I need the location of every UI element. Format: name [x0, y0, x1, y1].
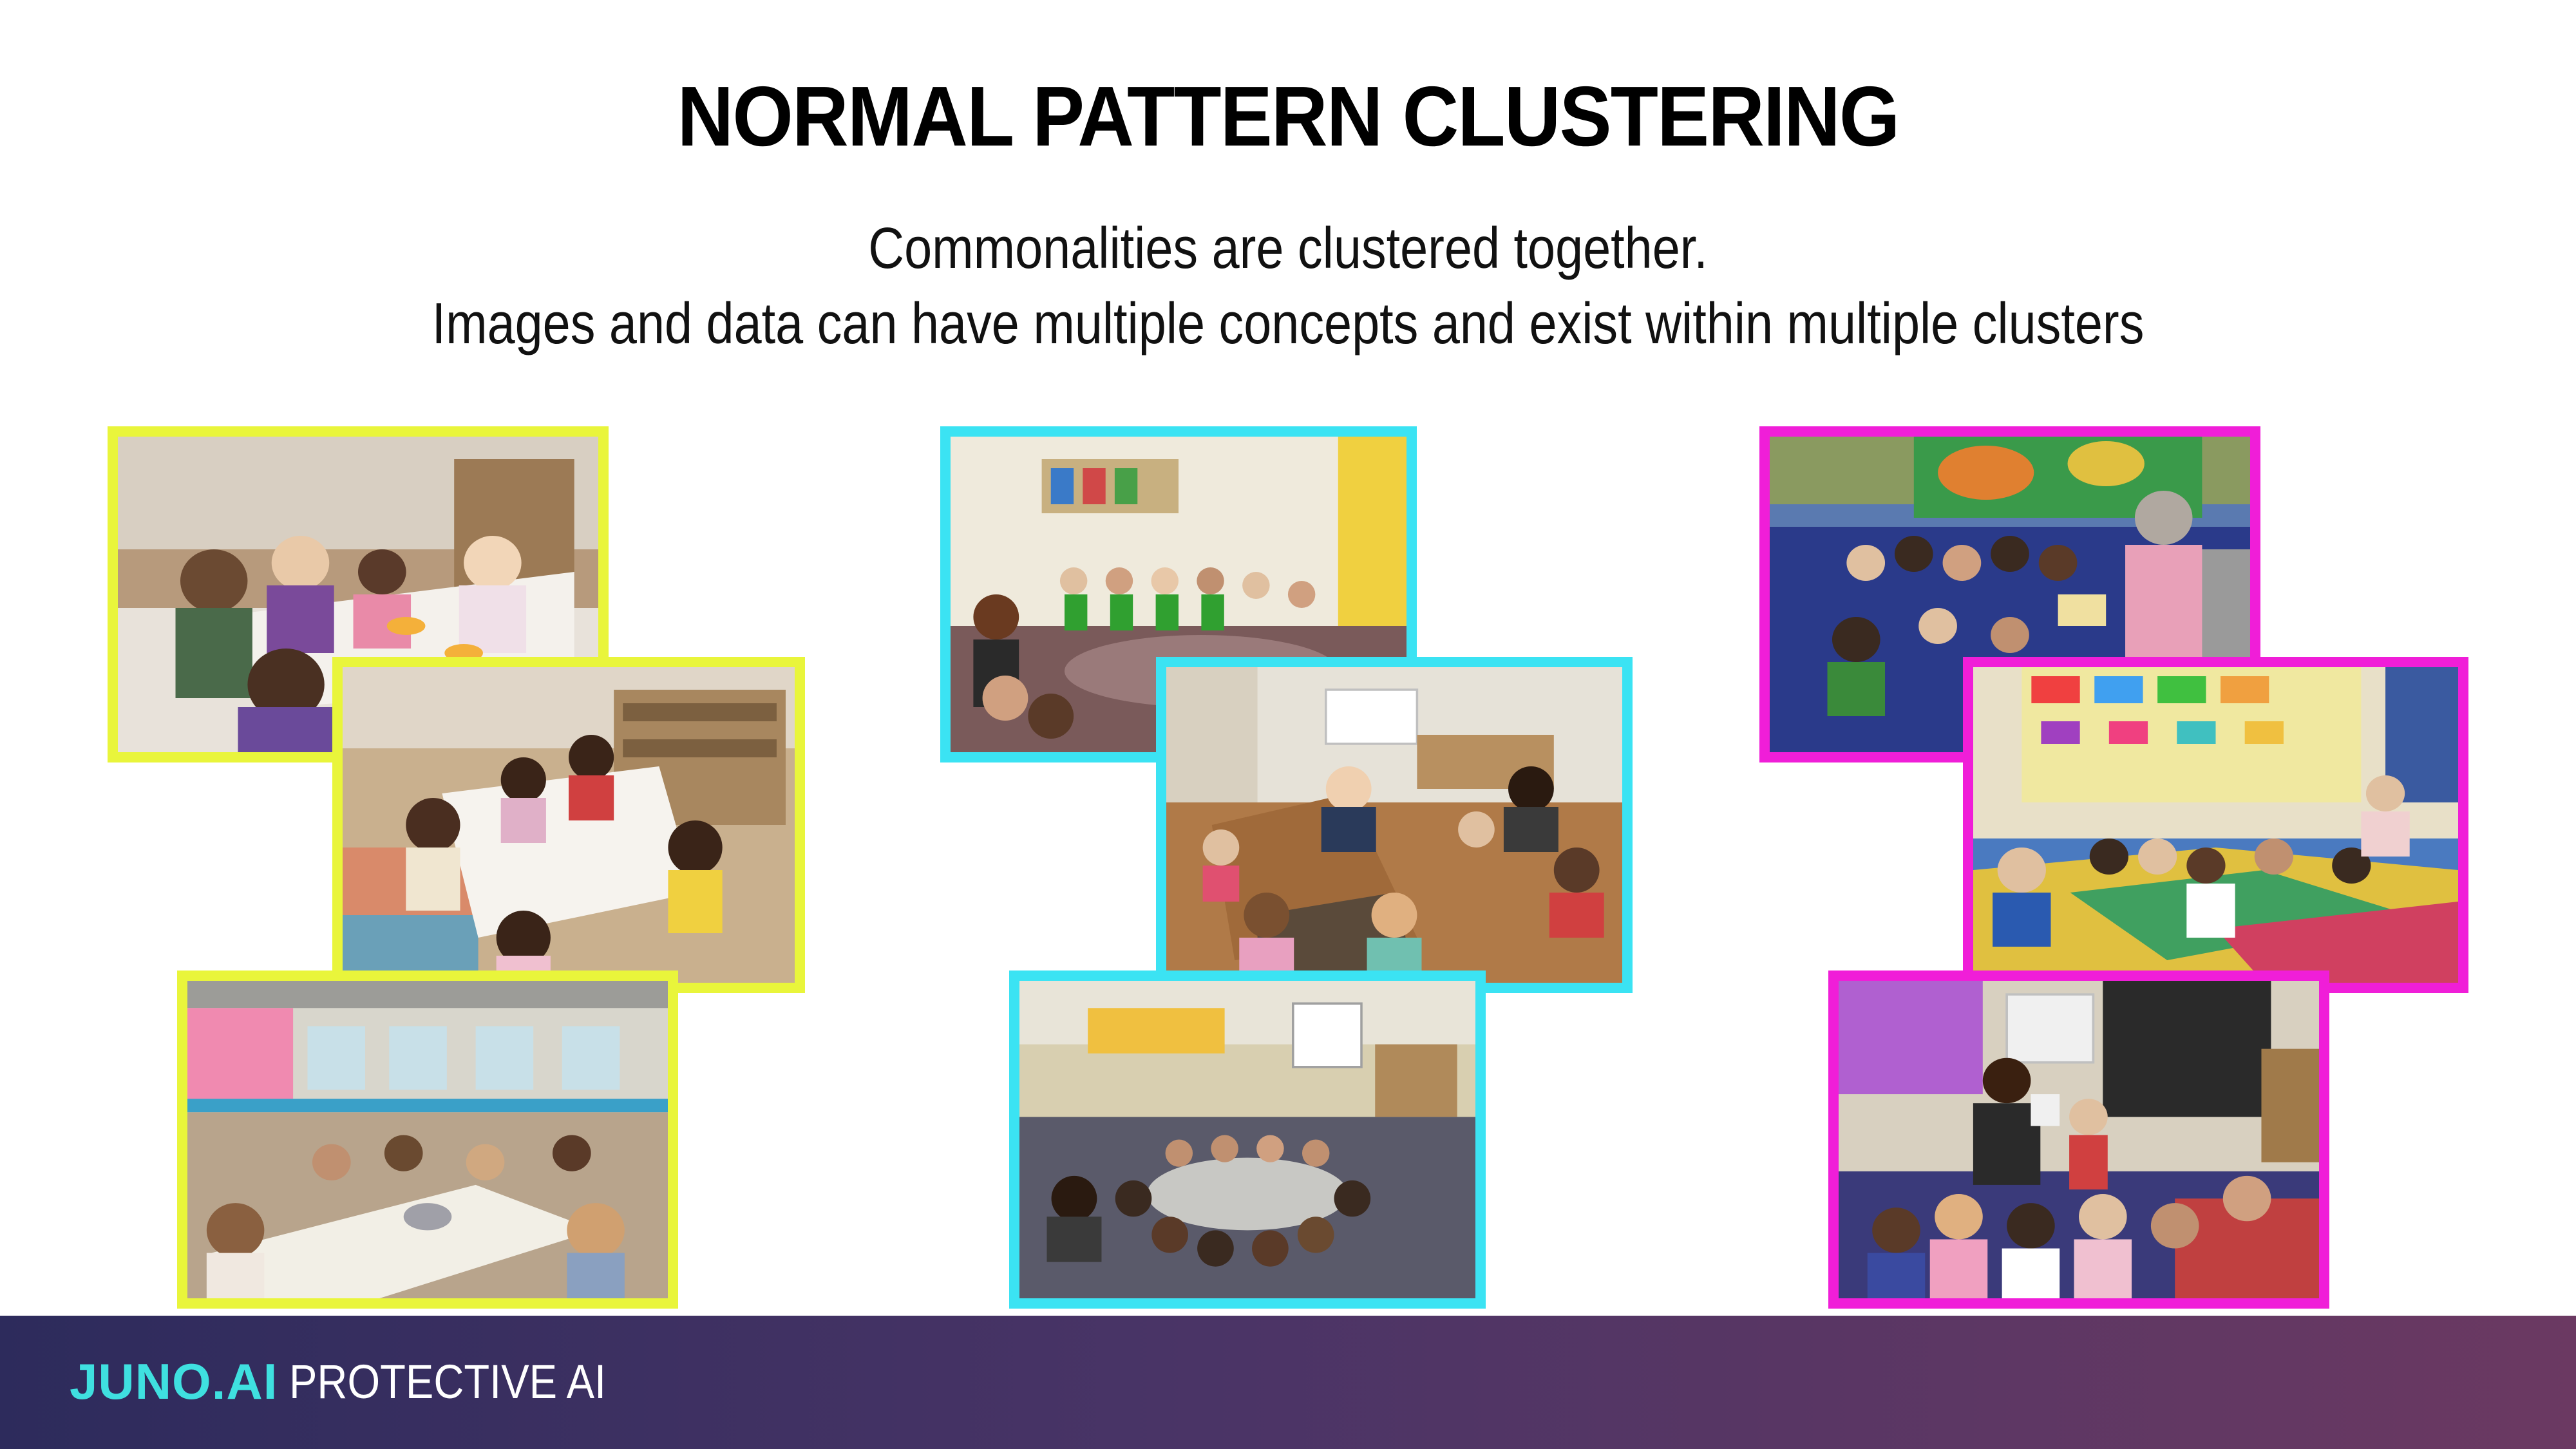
slide-title: NORMAL PATTERN CLUSTERING: [677, 69, 1900, 164]
slide-subtitle-line1: Commonalities are clustered together.: [868, 216, 1708, 281]
brand-tagline: PROTECTIVE AI: [289, 1354, 607, 1408]
photo-circle-3: [1009, 971, 1486, 1309]
photo-reading-3: [1828, 971, 2329, 1309]
footer-bar: JUNO.AI PROTECTIVE AI: [0, 1316, 2576, 1449]
slide-subtitle-line2: Images and data can have multiple concep…: [431, 292, 2145, 356]
brand-logo: JUNO.AI: [70, 1352, 278, 1410]
photo-reading-2: [1963, 657, 2468, 993]
photo-eating-2: [332, 657, 805, 993]
brand: JUNO.AI PROTECTIVE AI: [70, 1349, 650, 1414]
photo-eating-3: [177, 971, 678, 1309]
photo-circle-2: [1156, 657, 1633, 993]
